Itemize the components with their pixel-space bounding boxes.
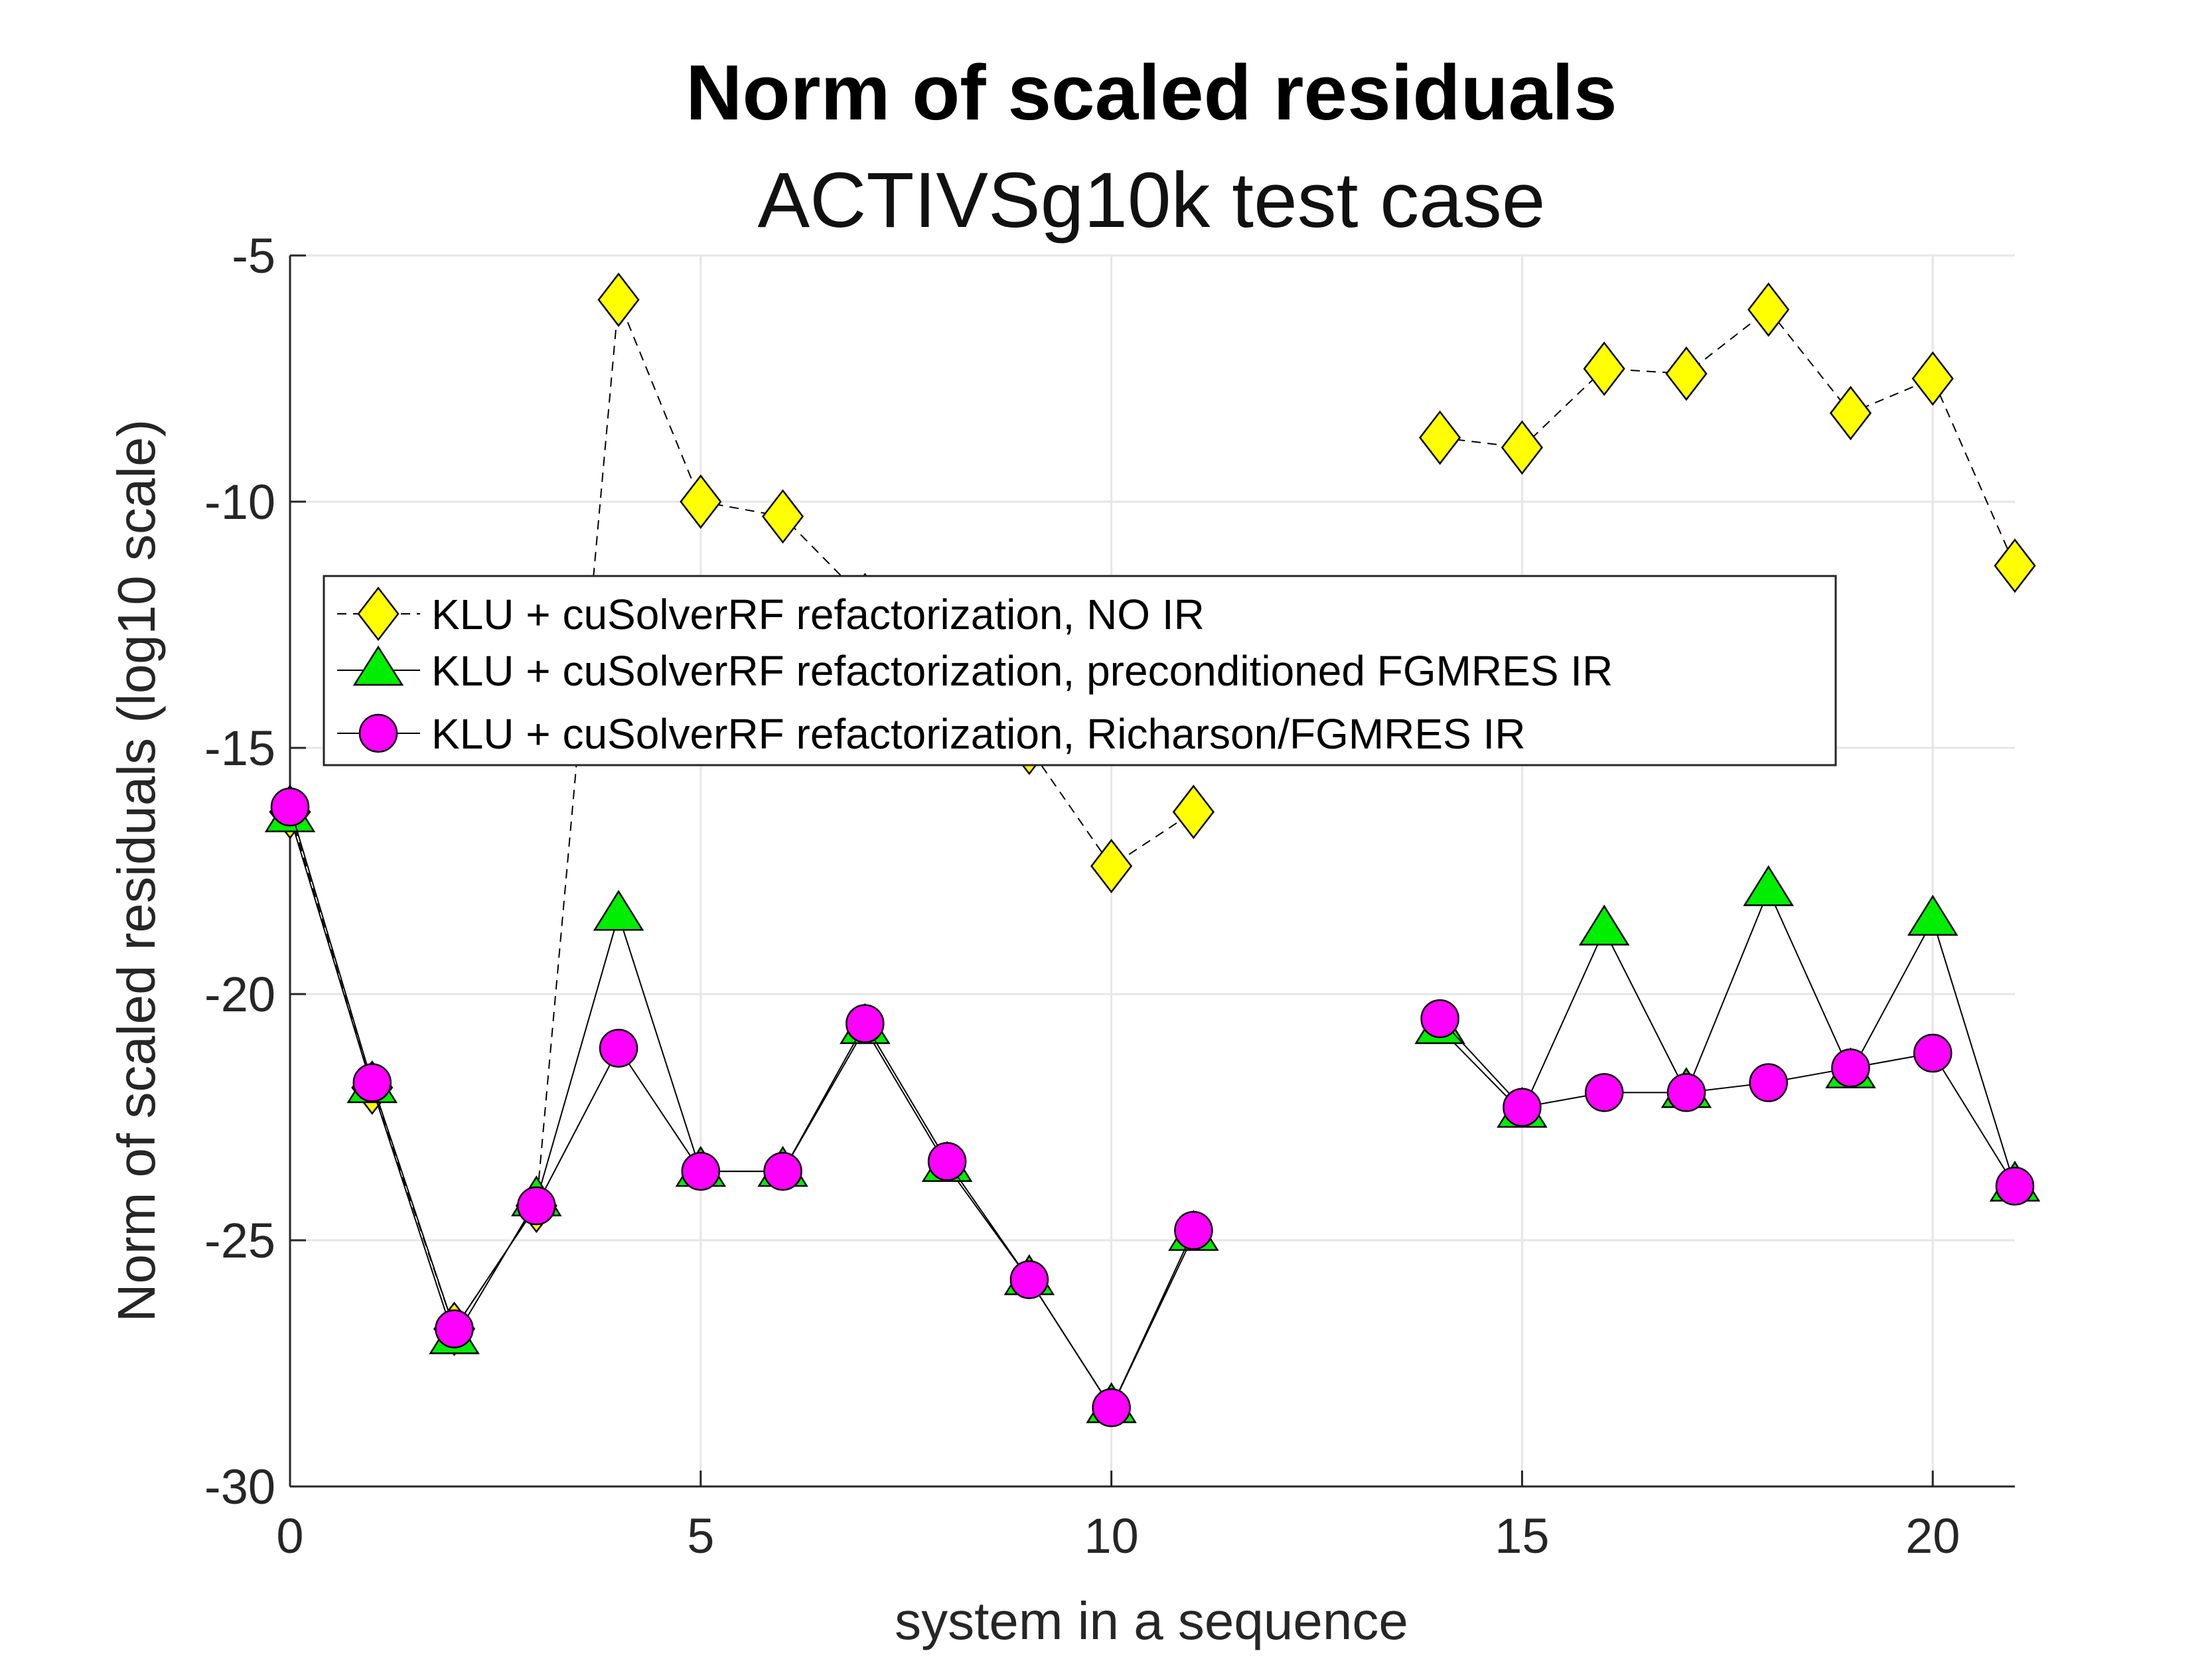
data-point-circle <box>1503 1088 1542 1127</box>
legend: KLU + cuSolverRF refactorization, NO IR … <box>323 575 1837 766</box>
y-tick-label: -10 <box>204 474 275 530</box>
data-point-diamond <box>1829 386 1872 441</box>
data-point-triangle <box>593 889 644 931</box>
data-point-diamond <box>1090 839 1133 894</box>
x-tick-label: 15 <box>1495 1508 1549 1563</box>
x-tick-label: 0 <box>276 1508 303 1563</box>
data-point-circle <box>927 1142 967 1181</box>
axes: 0 5 10 15 20 -5 -10 -15 -20 -25 -30 <box>204 228 2015 1563</box>
y-axis-label: Norm of scaled residuals (log10 scale) <box>107 419 166 1323</box>
x-tick-label: 20 <box>1905 1508 1960 1563</box>
y-tick-label: -25 <box>204 1213 275 1268</box>
data-point-circle <box>1584 1073 1624 1112</box>
data-point-triangle <box>1578 904 1630 946</box>
data-point-circle <box>599 1029 638 1068</box>
series-line <box>1439 889 2016 1187</box>
series-line <box>289 806 1195 1409</box>
data-point-diamond <box>1583 341 1625 396</box>
legend-label-fgmres: KLU + cuSolverRF refactorization, precon… <box>431 647 1613 695</box>
data-point-circle <box>681 1151 721 1191</box>
data-point-diamond <box>1994 538 2036 593</box>
data-point-circle <box>1913 1033 1953 1073</box>
plot-background <box>290 255 2015 1486</box>
data-point-circle <box>1009 1260 1049 1299</box>
series-circle <box>270 787 2035 1427</box>
x-axis-label: system in a sequence <box>895 1591 1408 1650</box>
y-tick-label: -15 <box>204 721 275 776</box>
data-point-circle <box>846 1004 885 1043</box>
legend-marker-richardson <box>358 713 398 753</box>
x-tick-label: 5 <box>687 1508 714 1563</box>
data-point-circle <box>1420 999 1459 1039</box>
data-point-circle <box>1749 1063 1788 1102</box>
legend-label-richardson: KLU + cuSolverRF refactorization, Richar… <box>431 710 1526 758</box>
data-point-circle <box>435 1309 474 1348</box>
data-point-diamond <box>1172 784 1215 839</box>
data-point-circle <box>763 1151 802 1191</box>
chart-title: Norm of scaled residuals <box>686 49 1617 137</box>
y-tick-label: -5 <box>232 228 275 283</box>
legend-box <box>323 575 1837 766</box>
y-tick-label: -20 <box>204 967 275 1022</box>
data-point-circle <box>1666 1073 1706 1112</box>
data-point-circle <box>1995 1167 2035 1206</box>
data-point-circle <box>1174 1210 1213 1250</box>
data-point-triangle <box>1907 895 1958 936</box>
y-tick-label: -30 <box>204 1459 275 1514</box>
data-point-circle <box>352 1063 392 1102</box>
data-point-diamond <box>1747 282 1790 337</box>
series-line <box>1439 309 2016 566</box>
x-tick-label: 10 <box>1084 1508 1138 1563</box>
data-point-diamond <box>680 474 722 530</box>
data-point-triangle <box>1743 865 1794 906</box>
legend-marker-fgmres <box>352 645 404 686</box>
data-point-circle <box>1831 1048 1870 1088</box>
data-point-circle <box>1092 1388 1131 1427</box>
data-point-circle <box>517 1186 556 1226</box>
data-point-circle <box>270 787 310 827</box>
data-point-diamond <box>1911 351 1954 406</box>
legend-label-no-ir: KLU + cuSolverRF refactorization, NO IR <box>431 591 1205 638</box>
data-point-diamond <box>1665 346 1708 401</box>
data-point-diamond <box>761 489 804 544</box>
legend-marker-no-ir <box>357 586 400 642</box>
chart-subtitle: ACTIVSg10k test case <box>757 157 1545 244</box>
data-point-diamond <box>1419 410 1461 465</box>
data-point-diamond <box>597 272 640 327</box>
data-point-diamond <box>1501 420 1544 475</box>
